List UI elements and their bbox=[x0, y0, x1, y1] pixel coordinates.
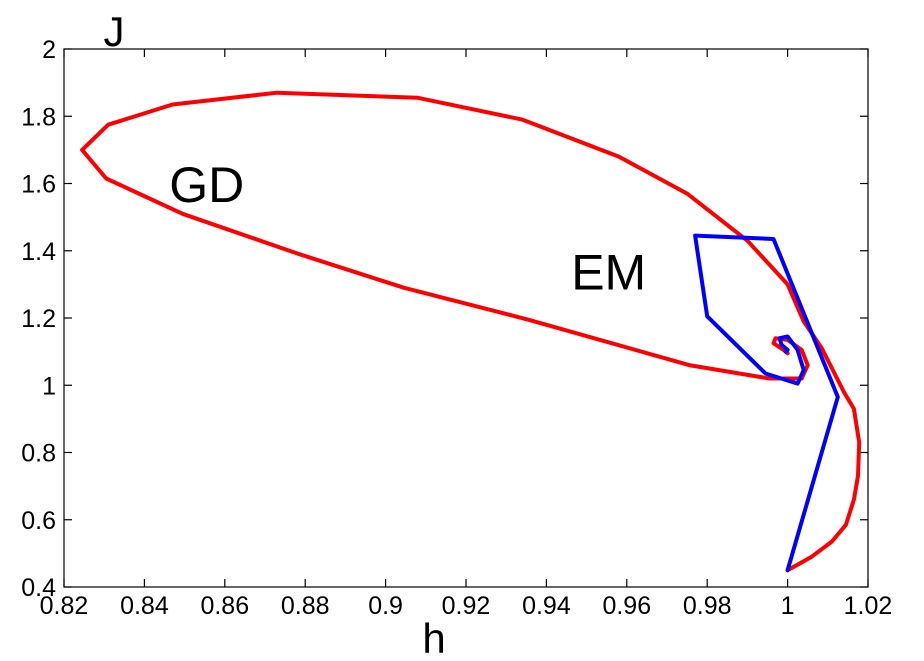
y-tick-label: 0.4 bbox=[21, 574, 56, 602]
tick-labels: 0.82 0.84 0.86 0.88 0.9 0.92 0.94 0.96 0.98 1 1.02… bbox=[21, 36, 892, 620]
series-line-1 bbox=[80, 90, 862, 573]
y-tick-label: 0.6 bbox=[21, 507, 56, 535]
x-tick-label: 0.92 bbox=[442, 592, 491, 620]
axes-box bbox=[63, 48, 869, 588]
y-tick-label: 1.4 bbox=[21, 238, 56, 266]
y-tick-label: 1.6 bbox=[21, 171, 56, 199]
y-axis-label: J bbox=[104, 8, 125, 55]
x-tick-label: 0.84 bbox=[120, 592, 169, 620]
x-tick-label: 0.82 bbox=[40, 592, 89, 620]
y-tick-label: 0.8 bbox=[21, 440, 56, 468]
x-tick-label: 0.9 bbox=[368, 592, 403, 620]
plot-series bbox=[80, 90, 862, 573]
annotation-em: EM bbox=[571, 244, 646, 300]
y-tick-label: 1.8 bbox=[21, 103, 56, 131]
annotations: GD EM bbox=[169, 157, 646, 300]
annotation-gd: GD bbox=[169, 157, 244, 213]
axis-ticks bbox=[63, 48, 869, 588]
x-tick-label: 0.86 bbox=[200, 592, 249, 620]
y-tick-label: 2 bbox=[42, 36, 56, 64]
series-line-2 bbox=[693, 233, 840, 573]
y-tick-label: 1.2 bbox=[21, 305, 56, 333]
x-axis-label: h bbox=[422, 615, 445, 661]
x-tick-label: 1.02 bbox=[844, 592, 893, 620]
plot-area-frame bbox=[63, 48, 869, 588]
x-tick-label: 1 bbox=[781, 592, 795, 620]
x-tick-label: 0.96 bbox=[602, 592, 651, 620]
x-tick-label: 0.88 bbox=[281, 592, 330, 620]
x-tick-label: 0.98 bbox=[683, 592, 732, 620]
y-tick-label: 1 bbox=[42, 372, 56, 400]
x-tick-label: 0.94 bbox=[522, 592, 571, 620]
